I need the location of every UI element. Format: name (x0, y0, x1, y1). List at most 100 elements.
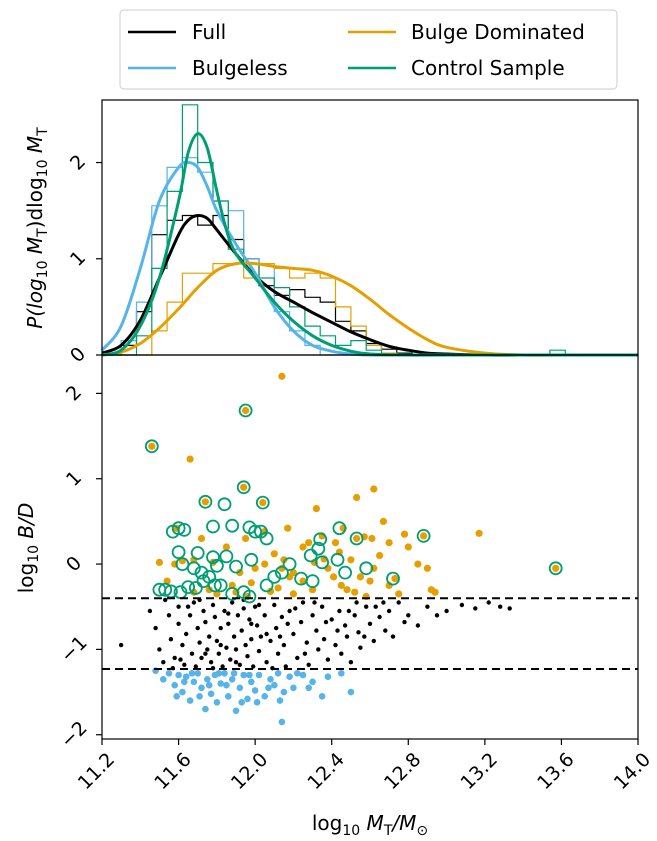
point-bulge-dominated (280, 556, 288, 564)
bottom-xlabel-sub1: 10 (342, 823, 360, 839)
bottom-ylabel-tail: B/D (14, 503, 38, 545)
point-bulgeless (204, 676, 211, 683)
top-ytick-label: 2 (66, 150, 90, 174)
point-full (268, 638, 273, 644)
bottom-xticks: 11.2 11.6 12.0 12.4 12.8 13.2 13.6 14.0 (74, 739, 655, 794)
point-full (203, 651, 208, 656)
point-bulgeless (228, 676, 236, 683)
point-bulgeless (305, 684, 313, 692)
point-full (281, 642, 287, 648)
point-bulgeless (274, 670, 282, 677)
point-control-sample (338, 565, 353, 580)
point-bulge-dominated (420, 532, 428, 540)
point-full (342, 623, 348, 628)
point-full (371, 638, 376, 644)
point-full (352, 613, 357, 618)
point-full (226, 611, 231, 616)
point-full (402, 619, 407, 625)
point-full (178, 657, 183, 662)
point-control-sample (238, 403, 253, 418)
point-bulgeless (236, 684, 244, 692)
point-bulge-dominated (222, 543, 230, 551)
point-bulge-dominated (330, 573, 338, 581)
point-full (293, 606, 298, 611)
point-bulgeless (232, 707, 240, 715)
point-control-sample (349, 531, 364, 546)
point-control-sample (171, 545, 186, 559)
point-bulge-dominated (431, 588, 439, 596)
point-bulgeless (186, 697, 194, 704)
point-full (329, 617, 334, 622)
point-full (285, 621, 290, 626)
point-full (214, 638, 220, 644)
point-bulgeless (299, 671, 307, 679)
point-full (228, 657, 233, 662)
point-full (189, 651, 195, 656)
point-bulge-dominated (376, 551, 384, 560)
point-control-sample (267, 570, 282, 584)
point-full (316, 647, 321, 652)
point-full (367, 621, 373, 626)
point-full (425, 604, 430, 609)
threshold-lines (102, 597, 638, 671)
point-bulgeless (286, 673, 293, 680)
point-full (195, 625, 200, 631)
point-full (216, 651, 221, 656)
point-full (201, 608, 206, 614)
point-full (245, 654, 250, 659)
point-bulge-dominated (343, 586, 351, 594)
bottom-ylabel-head: log (14, 563, 38, 594)
point-full (203, 619, 208, 625)
point-full (172, 655, 177, 661)
point-bulge-dominated (423, 564, 431, 572)
point-full (237, 662, 242, 667)
point-bulgeless (225, 693, 232, 700)
bottom-xlabel-sub3: ⊙ (416, 823, 428, 839)
point-control-sample (416, 529, 431, 543)
point-bulge-dominated (228, 581, 236, 590)
point-bulgeless (347, 688, 355, 696)
point-full (256, 602, 262, 608)
top-ylabel-tail: )dlog (23, 177, 47, 228)
point-bulgeless (318, 693, 326, 700)
point-full (185, 604, 191, 609)
point-full (302, 651, 308, 656)
point-full (210, 602, 216, 608)
point-control-sample (548, 561, 563, 576)
point-full (272, 602, 277, 608)
point-bulgeless (175, 671, 182, 679)
point-control-sample (175, 557, 190, 571)
point-control-sample (206, 550, 220, 565)
point-full (258, 634, 264, 639)
point-bulgeless (205, 681, 213, 689)
bottom-xlabel-sub2: T (383, 823, 393, 839)
point-bulgeless (248, 678, 255, 686)
point-bulge-dominated (368, 534, 376, 543)
point-bulgeless (261, 693, 269, 700)
point-full (275, 651, 281, 656)
point-full (212, 614, 218, 620)
point-control-sample (188, 581, 203, 595)
point-bulge-dominated (205, 586, 213, 594)
top-yticks: 0 1 2 (66, 150, 102, 367)
point-bulge-dominated (379, 517, 387, 526)
point-full (224, 645, 229, 650)
point-full (168, 637, 174, 642)
point-full (256, 648, 262, 654)
point-full (381, 600, 386, 605)
point-full (274, 625, 279, 631)
point-full (207, 634, 212, 639)
point-bulgeless (223, 681, 230, 689)
bottom-xlabel-tail: /M (390, 811, 416, 835)
legend: Full Bulgeless Bulge Dominated Control S… (119, 9, 618, 90)
point-bulge-dominated (148, 442, 156, 450)
point-control-sample (242, 589, 257, 604)
point-bulgeless (290, 684, 297, 692)
point-full (498, 604, 503, 609)
top-histograms (105, 104, 638, 356)
point-full (306, 662, 311, 667)
top-ylabel-tail2: M (23, 136, 47, 160)
point-full (295, 655, 300, 661)
point-full (147, 608, 153, 614)
kde-curve-bulge-dominated (101, 261, 638, 357)
